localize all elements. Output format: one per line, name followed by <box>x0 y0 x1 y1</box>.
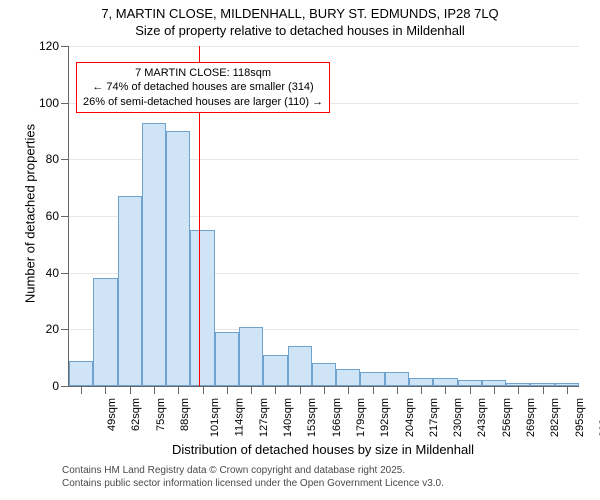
x-tick <box>421 386 422 394</box>
footer-line-1: Contains HM Land Registry data © Crown c… <box>62 464 444 477</box>
histogram-bar <box>288 346 312 386</box>
x-tick-label: 204sqm <box>404 398 416 437</box>
x-tick-label: 88sqm <box>179 398 191 431</box>
annotation-line-2: ← 74% of detached houses are smaller (31… <box>83 80 323 94</box>
x-tick <box>324 386 325 394</box>
x-tick <box>445 386 446 394</box>
x-tick-label: 75sqm <box>155 398 167 431</box>
histogram-bar <box>190 230 214 386</box>
x-tick-label: 282sqm <box>549 398 561 437</box>
histogram-bar <box>433 378 457 387</box>
y-tick-label: 120 <box>39 39 59 53</box>
title-line-1: 7, MARTIN CLOSE, MILDENHALL, BURY ST. ED… <box>0 0 600 23</box>
histogram-bar <box>93 278 117 386</box>
histogram-bar <box>239 327 263 387</box>
histogram-bar <box>215 332 239 386</box>
y-tick <box>61 46 69 47</box>
x-tick <box>178 386 179 394</box>
annotation-line-1: 7 MARTIN CLOSE: 118sqm <box>83 66 323 80</box>
x-tick <box>494 386 495 394</box>
y-tick <box>61 103 69 104</box>
histogram-bar <box>312 363 336 386</box>
x-tick <box>105 386 106 394</box>
x-tick <box>154 386 155 394</box>
histogram-bar <box>409 378 433 387</box>
x-axis-title: Distribution of detached houses by size … <box>68 442 578 457</box>
x-tick <box>130 386 131 394</box>
histogram-bar <box>118 196 142 386</box>
histogram-bar <box>263 355 287 386</box>
y-tick-label: 40 <box>46 266 59 280</box>
y-tick-label: 100 <box>39 96 59 110</box>
title-line-2: Size of property relative to detached ho… <box>0 23 600 40</box>
x-tick <box>470 386 471 394</box>
x-tick <box>275 386 276 394</box>
x-tick-label: 166sqm <box>331 398 343 437</box>
histogram-bar <box>360 372 384 386</box>
x-tick-label: 269sqm <box>525 398 537 437</box>
histogram-bar <box>166 131 190 386</box>
x-tick-label: 114sqm <box>233 398 245 436</box>
y-axis-title: Number of detached properties <box>23 104 38 324</box>
y-tick <box>61 329 69 330</box>
x-tick <box>373 386 374 394</box>
y-tick <box>61 386 69 387</box>
x-tick-label: 243sqm <box>477 398 489 437</box>
y-tick-label: 20 <box>46 322 59 336</box>
annotation-line-3: 26% of semi-detached houses are larger (… <box>83 95 323 109</box>
x-tick <box>543 386 544 394</box>
x-tick <box>518 386 519 394</box>
histogram-bar <box>385 372 409 386</box>
y-tick-label: 0 <box>52 379 59 393</box>
x-tick-label: 192sqm <box>379 398 391 437</box>
x-tick-label: 153sqm <box>307 398 319 437</box>
x-tick-label: 127sqm <box>258 398 270 437</box>
x-tick-label: 256sqm <box>501 398 513 437</box>
histogram-bar <box>142 123 166 387</box>
x-tick <box>397 386 398 394</box>
footer-line-2: Contains public sector information licen… <box>62 477 444 490</box>
y-gridline <box>69 46 579 47</box>
x-tick <box>567 386 568 394</box>
x-tick-label: 230sqm <box>452 398 464 437</box>
y-tick <box>61 159 69 160</box>
x-tick <box>348 386 349 394</box>
footer-attribution: Contains HM Land Registry data © Crown c… <box>62 464 444 490</box>
x-tick-label: 140sqm <box>282 398 294 437</box>
x-tick <box>227 386 228 394</box>
x-tick-label: 49sqm <box>106 398 118 431</box>
y-tick <box>61 273 69 274</box>
x-tick <box>81 386 82 394</box>
x-tick-label: 295sqm <box>574 398 586 437</box>
histogram-bar <box>69 361 93 387</box>
x-tick-label: 179sqm <box>355 398 367 437</box>
x-tick <box>300 386 301 394</box>
histogram-bar <box>336 369 360 386</box>
annotation-box: 7 MARTIN CLOSE: 118sqm← 74% of detached … <box>76 62 330 113</box>
y-tick-label: 60 <box>46 209 59 223</box>
y-tick-label: 80 <box>46 152 59 166</box>
y-tick <box>61 216 69 217</box>
x-tick <box>203 386 204 394</box>
x-tick-label: 62sqm <box>130 398 142 431</box>
x-tick-label: 217sqm <box>428 398 440 437</box>
x-tick-label: 101sqm <box>209 398 221 437</box>
x-tick <box>251 386 252 394</box>
